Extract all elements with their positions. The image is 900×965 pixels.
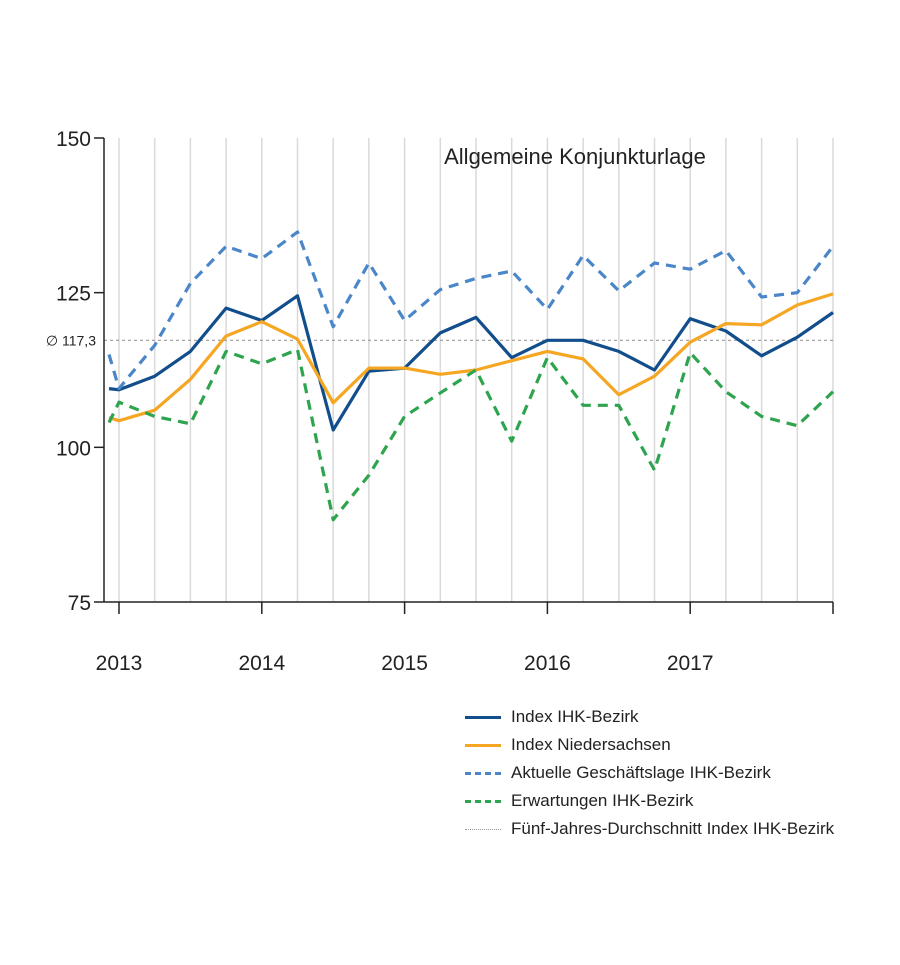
x-tick-label: 2015 [381, 652, 428, 675]
legend: Index IHK-Bezirk Index Niedersachsen Aktue… [465, 703, 834, 843]
legend-swatch [465, 715, 501, 719]
y-tick-label: 150 [56, 128, 91, 151]
series-line [107, 348, 835, 522]
average-label: ∅ 117,3 [46, 332, 96, 348]
legend-label: Aktuelle Geschäftslage IHK-Bezirk [511, 763, 771, 782]
legend-label: Index IHK-Bezirk [511, 707, 639, 726]
average-layer: ∅ 117,3 [46, 332, 833, 348]
series-line [107, 230, 835, 391]
series-line [108, 292, 834, 423]
legend-swatch [465, 799, 501, 803]
series-layer [107, 230, 835, 522]
x-tick-label: 2016 [524, 652, 571, 675]
legend-item: Erwartungen IHK-Bezirk [465, 787, 834, 815]
legend-item: Aktuelle Geschäftslage IHK-Bezirk [465, 759, 834, 787]
x-tick-label: 2017 [667, 652, 714, 675]
legend-item: Index IHK-Bezirk [465, 703, 834, 731]
legend-label: Fünf-Jahres-Durchschnitt Index IHK-Bezir… [511, 819, 835, 838]
chart-title: Allgemeine Konjunkturlage [444, 144, 706, 169]
x-tick-label: 2013 [96, 652, 143, 675]
legend-label: Erwartungen IHK-Bezirk [511, 791, 694, 810]
axis-layer: 75 100 125 150 2013 2014 2015 2016 2017 [56, 128, 834, 675]
grid-layer [118, 138, 834, 602]
legend-item: Index Niedersachsen [465, 731, 834, 759]
legend-label: Index Niedersachsen [511, 735, 671, 754]
legend-swatch [465, 771, 501, 775]
series-line [108, 294, 834, 432]
y-tick-label: 100 [56, 437, 91, 460]
legend-swatch [465, 743, 501, 747]
x-tick-label: 2014 [238, 652, 285, 675]
legend-item: Fünf-Jahres-Durchschnitt Index IHK-Bezir… [465, 815, 834, 843]
y-tick-label: 125 [56, 283, 91, 306]
legend-swatch [465, 828, 501, 830]
y-tick-label: 75 [68, 592, 91, 615]
